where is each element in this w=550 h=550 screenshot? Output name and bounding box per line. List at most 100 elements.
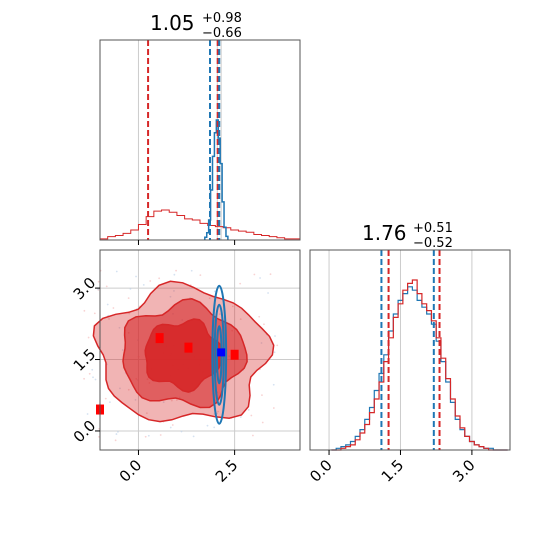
sample-point (93, 312, 96, 315)
title-bottom-right: 1.76 +0.51 −0.52 (362, 221, 453, 251)
sample-point (88, 372, 91, 375)
sample-point (180, 430, 183, 433)
sample-point (105, 285, 108, 288)
sample-point (239, 282, 242, 285)
title-bottom-right-main: 1.76 (362, 221, 407, 245)
sample-point (121, 349, 124, 351)
sample-point (272, 383, 275, 386)
sample-point (145, 412, 148, 415)
title-top-left-main: 1.05 (150, 11, 195, 35)
series-red-histogram (331, 279, 508, 451)
sample-point (272, 407, 275, 409)
series-blue-histogram (204, 119, 229, 240)
panel-top-left (99, 39, 301, 241)
sample-point (104, 397, 107, 400)
sample-point (247, 408, 250, 411)
marker-blue-square (217, 348, 226, 357)
sample-point (213, 290, 216, 293)
sample-point (169, 426, 172, 429)
sample-point (208, 297, 211, 300)
sample-point (108, 318, 110, 320)
y-tick-label: 0.0 (70, 417, 100, 447)
sample-point (258, 315, 261, 318)
marker-red-square (155, 333, 164, 344)
sample-point (128, 312, 131, 315)
sample-point (119, 387, 121, 390)
sample-point (117, 430, 119, 433)
title-bottom-right-sub: −0.52 (413, 236, 453, 251)
panel-bottom-right (309, 249, 511, 451)
sample-point (114, 439, 117, 442)
sample-point (253, 273, 256, 276)
sample-point (149, 280, 152, 282)
sample-point (83, 377, 85, 380)
sample-point (218, 313, 221, 315)
sample-point (97, 288, 100, 291)
sample-point (213, 426, 216, 429)
x-tick-label: 0.0 (306, 456, 336, 486)
title-top-left-sup: +0.98 (202, 11, 242, 26)
contour-blue-level (211, 284, 228, 425)
sample-point (135, 275, 137, 278)
series-red-histogram (99, 209, 301, 240)
sample-point (118, 326, 121, 329)
sample-point (158, 277, 161, 280)
sample-point (173, 273, 176, 276)
sample-point (159, 434, 162, 436)
sample-point (252, 434, 254, 437)
sample-point (239, 416, 242, 418)
sample-point (273, 351, 276, 354)
sample-point (260, 342, 263, 344)
marker-red-square (184, 342, 193, 353)
sample-point (217, 410, 219, 413)
sample-point (127, 388, 130, 391)
sample-point (106, 303, 109, 306)
sample-point (83, 309, 86, 312)
sample-point (274, 335, 276, 337)
contour-red-level (144, 318, 224, 393)
y-tick-label: 3.0 (70, 274, 100, 304)
sample-point (127, 297, 130, 299)
sample-point (276, 344, 279, 347)
sample-point (91, 368, 94, 371)
panel-bottom-left (83, 249, 301, 451)
sample-point (142, 283, 145, 286)
sample-point (175, 399, 178, 401)
sample-point (199, 274, 202, 276)
sample-point (216, 412, 218, 415)
x-tick-label: 2.5 (212, 456, 242, 486)
sample-point (261, 394, 263, 397)
sample-point (162, 401, 165, 404)
sample-point (267, 292, 269, 294)
sample-point (108, 401, 111, 403)
sample-point (269, 273, 272, 276)
sample-point (115, 433, 118, 435)
sample-point (171, 424, 174, 426)
sample-point (87, 336, 90, 339)
sample-point (147, 434, 150, 437)
title-top-left: 1.05 +0.98 −0.66 (150, 11, 242, 41)
sample-point (129, 288, 132, 290)
sample-point (206, 424, 209, 427)
sample-point (250, 414, 253, 417)
sample-point (169, 295, 172, 298)
marker-red-square (230, 349, 239, 360)
sample-point (190, 269, 193, 272)
sample-point (92, 376, 94, 379)
series-blue-histogram (331, 286, 508, 451)
title-bottom-right-sup: +0.51 (413, 221, 453, 236)
sample-point (134, 398, 137, 401)
title-top-left-sub: −0.66 (202, 26, 242, 41)
sample-point (259, 277, 261, 279)
sample-point (261, 421, 264, 424)
x-tick-label: 1.5 (378, 456, 408, 486)
sample-point (263, 323, 265, 326)
sample-point (175, 269, 177, 272)
sample-point (192, 435, 195, 438)
sample-point (144, 435, 147, 438)
sample-point (86, 413, 89, 415)
sample-point (115, 270, 118, 273)
sample-point (170, 399, 173, 402)
y-tick-label: 1.5 (70, 345, 100, 375)
